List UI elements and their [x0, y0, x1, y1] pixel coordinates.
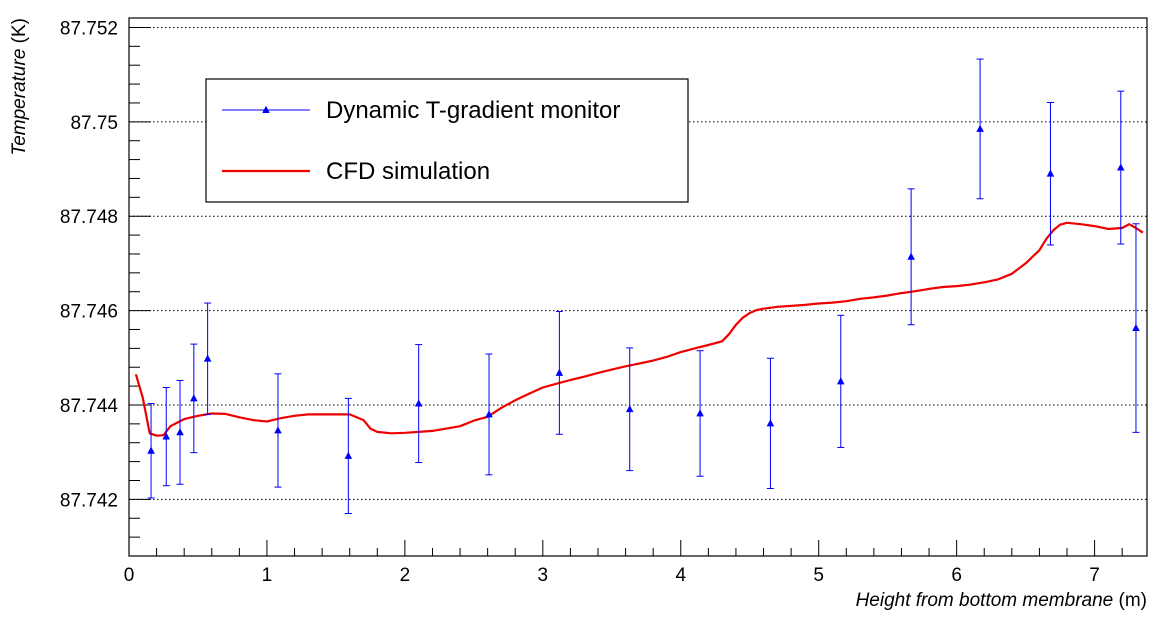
legend: Dynamic T-gradient monitor CFD simulatio… — [205, 78, 689, 203]
y-axis-title: Temperature (K) — [9, 18, 30, 156]
monitor-series — [147, 58, 1140, 515]
x-tick-label: 0 — [124, 565, 135, 586]
monitor-data-point — [176, 428, 184, 436]
monitor-data-point — [162, 432, 171, 440]
axis-ticks — [128, 26, 1123, 557]
y-axis-unit: (K) — [9, 18, 30, 49]
x-tick-label: 4 — [675, 565, 686, 586]
monitor-data-point — [555, 368, 564, 376]
legend-label-cfd: CFD simulation — [326, 158, 490, 185]
x-axis-unit: (m) — [1113, 590, 1147, 611]
monitor-data-point — [625, 405, 634, 413]
cfd-simulation-line — [134, 221, 1144, 437]
y-tick-label: 87.744 — [60, 396, 119, 417]
monitor-data-point — [766, 419, 775, 427]
legend-box — [205, 78, 689, 203]
y-tick-label: 87.748 — [60, 207, 118, 228]
y-gridlines — [129, 26, 1147, 500]
monitor-data-point — [203, 354, 212, 362]
x-tick-label: 2 — [400, 565, 411, 586]
legend-label-monitor: Dynamic T-gradient monitor — [326, 97, 620, 124]
monitor-data-point — [1046, 169, 1055, 177]
monitor-data-point — [344, 451, 353, 459]
monitor-data-point — [907, 252, 915, 260]
monitor-data-point — [190, 394, 198, 402]
y-tick-label: 87.746 — [60, 302, 118, 323]
plot-frame — [128, 17, 1148, 557]
x-tick-label: 7 — [1089, 565, 1100, 586]
legend-triangle-marker — [262, 105, 270, 113]
y-tick-label: 87.742 — [60, 490, 118, 511]
x-tick-label: 3 — [538, 565, 549, 586]
cfd-simulation-series — [134, 221, 1144, 437]
x-axis-title: Height from bottom membrane (m) — [856, 590, 1147, 611]
y-axis-title-text: Temperature — [9, 49, 30, 156]
monitor-data-point — [485, 410, 493, 418]
monitor-data-point — [836, 377, 845, 385]
y-tick-label: 87.75 — [70, 113, 118, 134]
monitor-data-point — [274, 426, 282, 434]
monitor-data-point — [147, 446, 155, 454]
monitor-data-point — [976, 124, 984, 132]
monitor-data-point — [1117, 163, 1125, 171]
x-tick-label: 5 — [813, 565, 824, 586]
monitor-data-point — [414, 399, 423, 407]
y-tick-label: 87.752 — [60, 18, 118, 39]
monitor-data-point — [696, 409, 704, 417]
monitor-data-point — [1132, 323, 1140, 331]
x-tick-label: 1 — [262, 565, 273, 586]
x-axis-title-text: Height from bottom membrane — [856, 590, 1114, 611]
x-tick-label: 6 — [951, 565, 962, 586]
axis-tick-labels: 87.742 87.744 87.746 87.748 87.75 87.752 0 1 2 3 4… — [60, 18, 1100, 586]
